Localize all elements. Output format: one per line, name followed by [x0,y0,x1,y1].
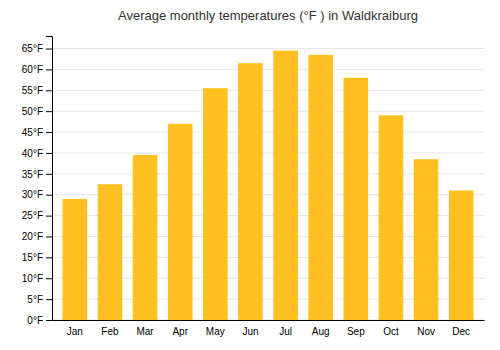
tick-mark [46,132,52,133]
tick: Mar [136,326,154,337]
tick-label: 40°F [22,148,43,159]
tick: 25°F [22,210,52,221]
tick: 55°F [22,85,52,96]
bar [98,184,123,320]
grid-line [52,90,484,91]
bar [449,191,474,320]
bar [63,199,88,320]
tick-mark [46,216,52,217]
tick-mark [46,236,52,237]
tick: 65°F [22,43,52,54]
tick: 15°F [22,252,52,263]
tick-mark [46,257,52,258]
tick-label: Dec [452,326,470,337]
tick: 30°F [22,189,52,200]
tick-label: 65°F [22,43,43,54]
tick: Jan [67,326,83,337]
tick-label: Jul [279,326,292,337]
tick: Aug [312,326,330,337]
tick-mark [46,153,52,154]
grid-line [52,48,484,49]
tick: Nov [417,326,435,337]
chart-container: 0°F 5°F 10°F 15°F 20°F 25°F 30°F 35°F 40°F 45°F 50… [0,0,500,350]
tick-label: Feb [101,326,119,337]
tick: Sep [347,326,365,337]
tick-label: 60°F [22,64,43,75]
bars [63,51,474,320]
tick-mark [46,299,52,300]
tick-label: 0°F [27,315,43,326]
tick: Feb [101,326,119,337]
y-axis: 0°F 5°F 10°F 15°F 20°F 25°F 30°F 35°F 40°F 45°F 50… [22,37,53,326]
tick-label: Jun [242,326,258,337]
tick: 60°F [22,64,52,75]
tick: 0°F [27,315,52,326]
bar [308,55,333,320]
tick: 50°F [22,106,52,117]
tick-mark [46,49,52,50]
tick-label: Sep [347,326,365,337]
bar [203,88,228,320]
tick: Apr [172,326,188,337]
tick: 5°F [27,294,52,305]
chart: 0°F 5°F 10°F 15°F 20°F 25°F 30°F 35°F 40°F 45°F 50… [0,0,500,350]
tick-label: 50°F [22,106,43,117]
tick-label: Nov [417,326,435,337]
tick-label: 25°F [22,210,43,221]
tick-label: 35°F [22,169,43,180]
tick: 10°F [22,273,52,284]
tick-label: May [206,326,225,337]
bar [168,124,193,320]
tick: Jun [242,326,258,337]
tick-mark [46,69,52,70]
tick: 35°F [22,169,52,180]
tick: 45°F [22,127,52,138]
axis-line [53,320,485,321]
axis-line [46,37,53,321]
x-axis: Jan Feb Mar Apr May Jun Jul Aug Sep Oct Nov Dec [53,321,485,338]
tick-label: Jan [67,326,83,337]
grid [52,49,484,320]
tick-mark [46,195,52,196]
tick-mark [46,320,52,321]
tick-mark [46,111,52,112]
bar [273,51,298,320]
tick: 40°F [22,148,52,159]
bar [238,63,263,320]
tick-mark [46,90,52,91]
bar [379,115,404,320]
grid-line [52,152,484,153]
tick-mark [46,174,52,175]
tick-label: 10°F [22,273,43,284]
tick-label: Mar [136,326,154,337]
tick: Dec [452,326,470,337]
grid-line [52,111,484,112]
tick-label: 45°F [22,127,43,138]
bar [414,159,439,320]
grid-line [52,69,484,70]
bar [344,78,369,320]
tick-label: Apr [172,326,188,337]
tick-label: 5°F [27,294,43,305]
tick-label: 30°F [22,189,43,200]
tick: May [206,326,225,337]
tick-mark [46,278,52,279]
title: Average monthly temperatures (°F ) in Wa… [118,8,418,23]
tick: 20°F [22,231,52,242]
tick: Oct [383,326,399,337]
tick-label: 15°F [22,252,43,263]
tick-label: Oct [383,326,399,337]
grid-line [52,132,484,133]
tick: Jul [279,326,292,337]
tick-label: 55°F [22,85,43,96]
tick-label: 20°F [22,231,43,242]
tick-label: Aug [312,326,330,337]
bar [133,155,158,320]
